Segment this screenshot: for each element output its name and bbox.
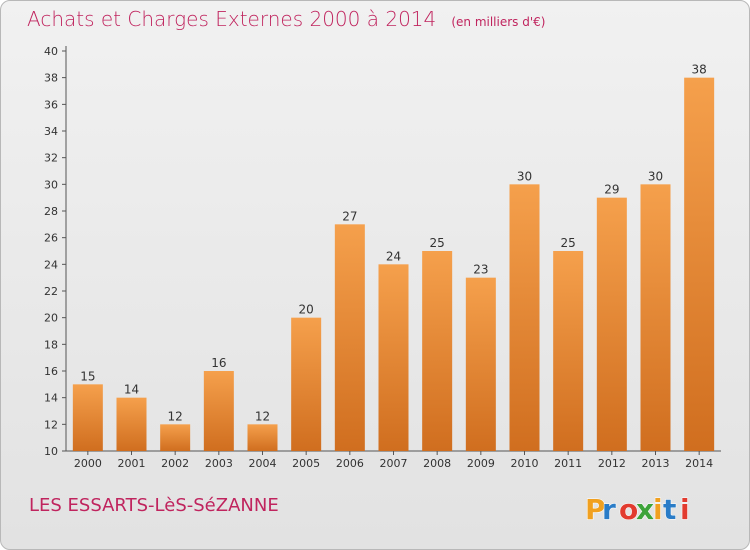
bar-value-label: 24 xyxy=(386,249,401,263)
unit-note: (en milliers d'€) xyxy=(451,15,546,29)
bar-value-label: 29 xyxy=(604,183,619,197)
x-tick-label: 2009 xyxy=(467,457,495,470)
bar-value-label: 15 xyxy=(80,369,95,383)
bar-value-label: 20 xyxy=(299,303,314,317)
bar-value-label: 27 xyxy=(342,209,357,223)
bar-2014 xyxy=(684,77,715,452)
logo-letter: r xyxy=(602,493,616,526)
bar-value-label: 25 xyxy=(430,236,445,250)
logo-letter: t xyxy=(663,493,676,526)
x-tick-label: 2012 xyxy=(598,457,626,470)
bar-2011 xyxy=(553,251,584,451)
commune-name: LES ESSARTS-LèS-SéZANNE xyxy=(29,495,279,516)
bar-2008 xyxy=(422,251,453,451)
x-tick-label: 2005 xyxy=(292,457,320,470)
bar-2013 xyxy=(640,184,671,452)
y-tick-label: 10 xyxy=(44,445,58,458)
logo-letter: x xyxy=(636,493,654,526)
y-tick-label: 18 xyxy=(44,338,58,351)
logo-letter: i xyxy=(653,493,663,526)
y-tick-label: 36 xyxy=(44,98,58,111)
y-tick-label: 16 xyxy=(44,365,58,378)
bar-2000 xyxy=(72,384,103,451)
proxiti-logo: Pr oxi t i xyxy=(585,493,691,527)
x-tick-label: 2010 xyxy=(511,457,539,470)
chart-title: Achats et Charges Externes 2000 à 2014 (… xyxy=(27,7,545,31)
y-tick-label: 28 xyxy=(44,205,58,218)
bar-value-label: 12 xyxy=(255,409,270,423)
bar-2012 xyxy=(596,197,627,451)
bar-2003 xyxy=(203,371,234,451)
bar-value-label: 23 xyxy=(473,263,488,277)
x-tick-label: 2011 xyxy=(554,457,582,470)
bar-value-label: 16 xyxy=(211,356,226,370)
y-tick-label: 38 xyxy=(44,72,58,85)
y-tick-label: 30 xyxy=(44,178,58,191)
y-tick-label: 32 xyxy=(44,152,58,165)
bar-2009 xyxy=(465,277,496,451)
bar-value-label: 25 xyxy=(561,236,576,250)
x-tick-label: 2006 xyxy=(336,457,364,470)
chart-title-text: Achats et Charges Externes 2000 à 2014 xyxy=(27,7,437,31)
bar-value-label: 38 xyxy=(692,63,707,77)
bar-2010 xyxy=(509,184,540,452)
x-tick-label: 2001 xyxy=(118,457,146,470)
y-tick-label: 26 xyxy=(44,232,58,245)
x-tick-label: 2002 xyxy=(161,457,189,470)
bar-2004 xyxy=(247,424,278,451)
logo-letter: P xyxy=(585,493,606,526)
x-tick-label: 2007 xyxy=(380,457,408,470)
y-tick-label: 24 xyxy=(44,258,58,271)
y-tick-label: 12 xyxy=(44,418,58,431)
y-tick-label: 40 xyxy=(44,45,58,58)
bar-value-label: 12 xyxy=(168,409,183,423)
bar-2001 xyxy=(116,397,147,451)
bar-value-label: 30 xyxy=(517,169,532,183)
y-tick-label: 20 xyxy=(44,312,58,325)
bar-2007 xyxy=(378,264,409,451)
bar-2005 xyxy=(291,317,322,451)
y-tick-label: 22 xyxy=(44,285,58,298)
x-tick-label: 2013 xyxy=(642,457,670,470)
bar-2006 xyxy=(334,224,365,451)
bar-value-label: 14 xyxy=(124,383,139,397)
logo-letter: o xyxy=(619,493,638,526)
y-tick-label: 14 xyxy=(44,392,58,405)
x-tick-label: 2000 xyxy=(74,457,102,470)
x-tick-label: 2008 xyxy=(423,457,451,470)
bar-value-label: 30 xyxy=(648,169,663,183)
y-tick-label: 34 xyxy=(44,125,58,138)
x-tick-label: 2003 xyxy=(205,457,233,470)
x-tick-label: 2014 xyxy=(685,457,713,470)
x-tick-label: 2004 xyxy=(249,457,277,470)
logo-letter: i xyxy=(680,493,690,526)
bar-2002 xyxy=(160,424,191,451)
